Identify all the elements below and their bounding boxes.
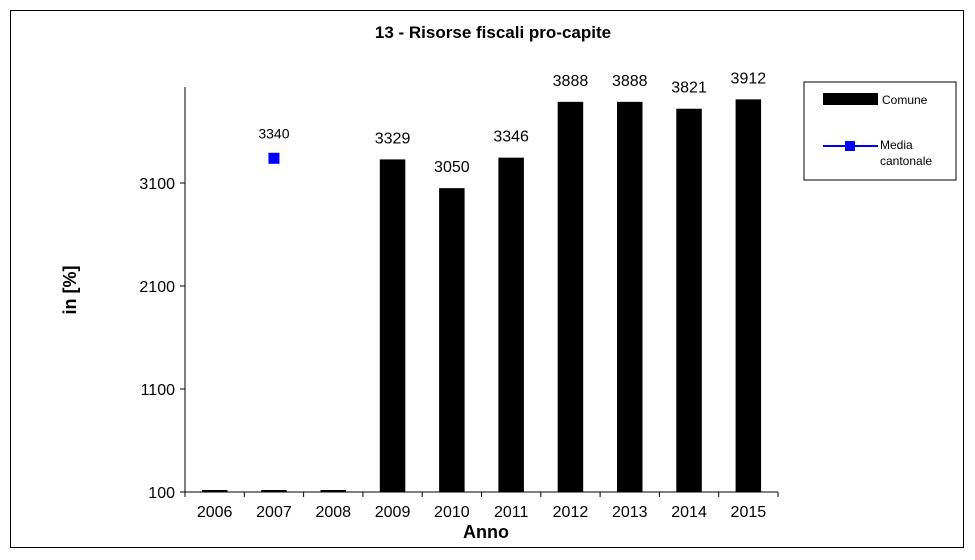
x-tick-label: 2014 <box>671 504 707 521</box>
bar-value-label: 3912 <box>731 70 767 87</box>
y-tick-label: 100 <box>148 485 175 502</box>
x-tick-label: 2011 <box>494 504 529 521</box>
plot-area: 100 1100 2100 3100 2006 2007 2008 2009 2010 2011 2… <box>139 70 779 521</box>
chart-title: 13 - Risorse fiscali pro-capite <box>375 23 611 42</box>
x-tick-label: 2010 <box>434 504 470 521</box>
y-tick-label: 3100 <box>139 176 175 193</box>
bar-2012 <box>557 101 584 492</box>
bar-2008 <box>320 490 346 492</box>
bar-2014 <box>676 108 702 492</box>
x-tick-label: 2012 <box>553 504 589 521</box>
legend-marker-media <box>845 141 855 151</box>
bar-2015 <box>735 99 762 492</box>
y-tick-label: 2100 <box>139 279 175 296</box>
point-value-label: 3340 <box>258 125 289 141</box>
bar-value-label: 3329 <box>375 130 411 147</box>
y-tick-label: 1100 <box>141 382 176 399</box>
x-tick-label: 2008 <box>315 504 351 521</box>
bar-2006 <box>201 490 228 492</box>
legend-label-media-cantonale: cantonale <box>880 154 932 168</box>
legend-label-media-cantonale: Media <box>880 138 913 152</box>
legend-swatch-comune <box>823 93 878 105</box>
legend-label-comune: Comune <box>882 93 928 107</box>
bar-2007 <box>261 490 287 492</box>
x-tick-label: 2007 <box>256 504 292 521</box>
x-tick-label: 2013 <box>612 504 648 521</box>
bar-value-label: 3888 <box>553 73 589 90</box>
x-tick-label: 2009 <box>375 504 411 521</box>
bar-value-label: 3346 <box>493 129 529 146</box>
point-2007 <box>268 152 280 164</box>
bar-2010 <box>439 188 465 492</box>
x-axis-title: Anno <box>463 522 509 542</box>
bar-2009 <box>379 159 406 492</box>
bar-value-label: 3050 <box>434 159 470 176</box>
bar-value-label: 3888 <box>612 73 648 90</box>
y-axis-title: in [%] <box>60 266 80 315</box>
bar-2011 <box>498 157 524 493</box>
bar-2013 <box>617 101 643 492</box>
bar-value-label: 3821 <box>671 80 707 97</box>
x-tick-label: 2006 <box>197 504 233 521</box>
legend: Comune Media cantonale <box>803 81 957 181</box>
x-tick-label: 2015 <box>731 504 767 521</box>
